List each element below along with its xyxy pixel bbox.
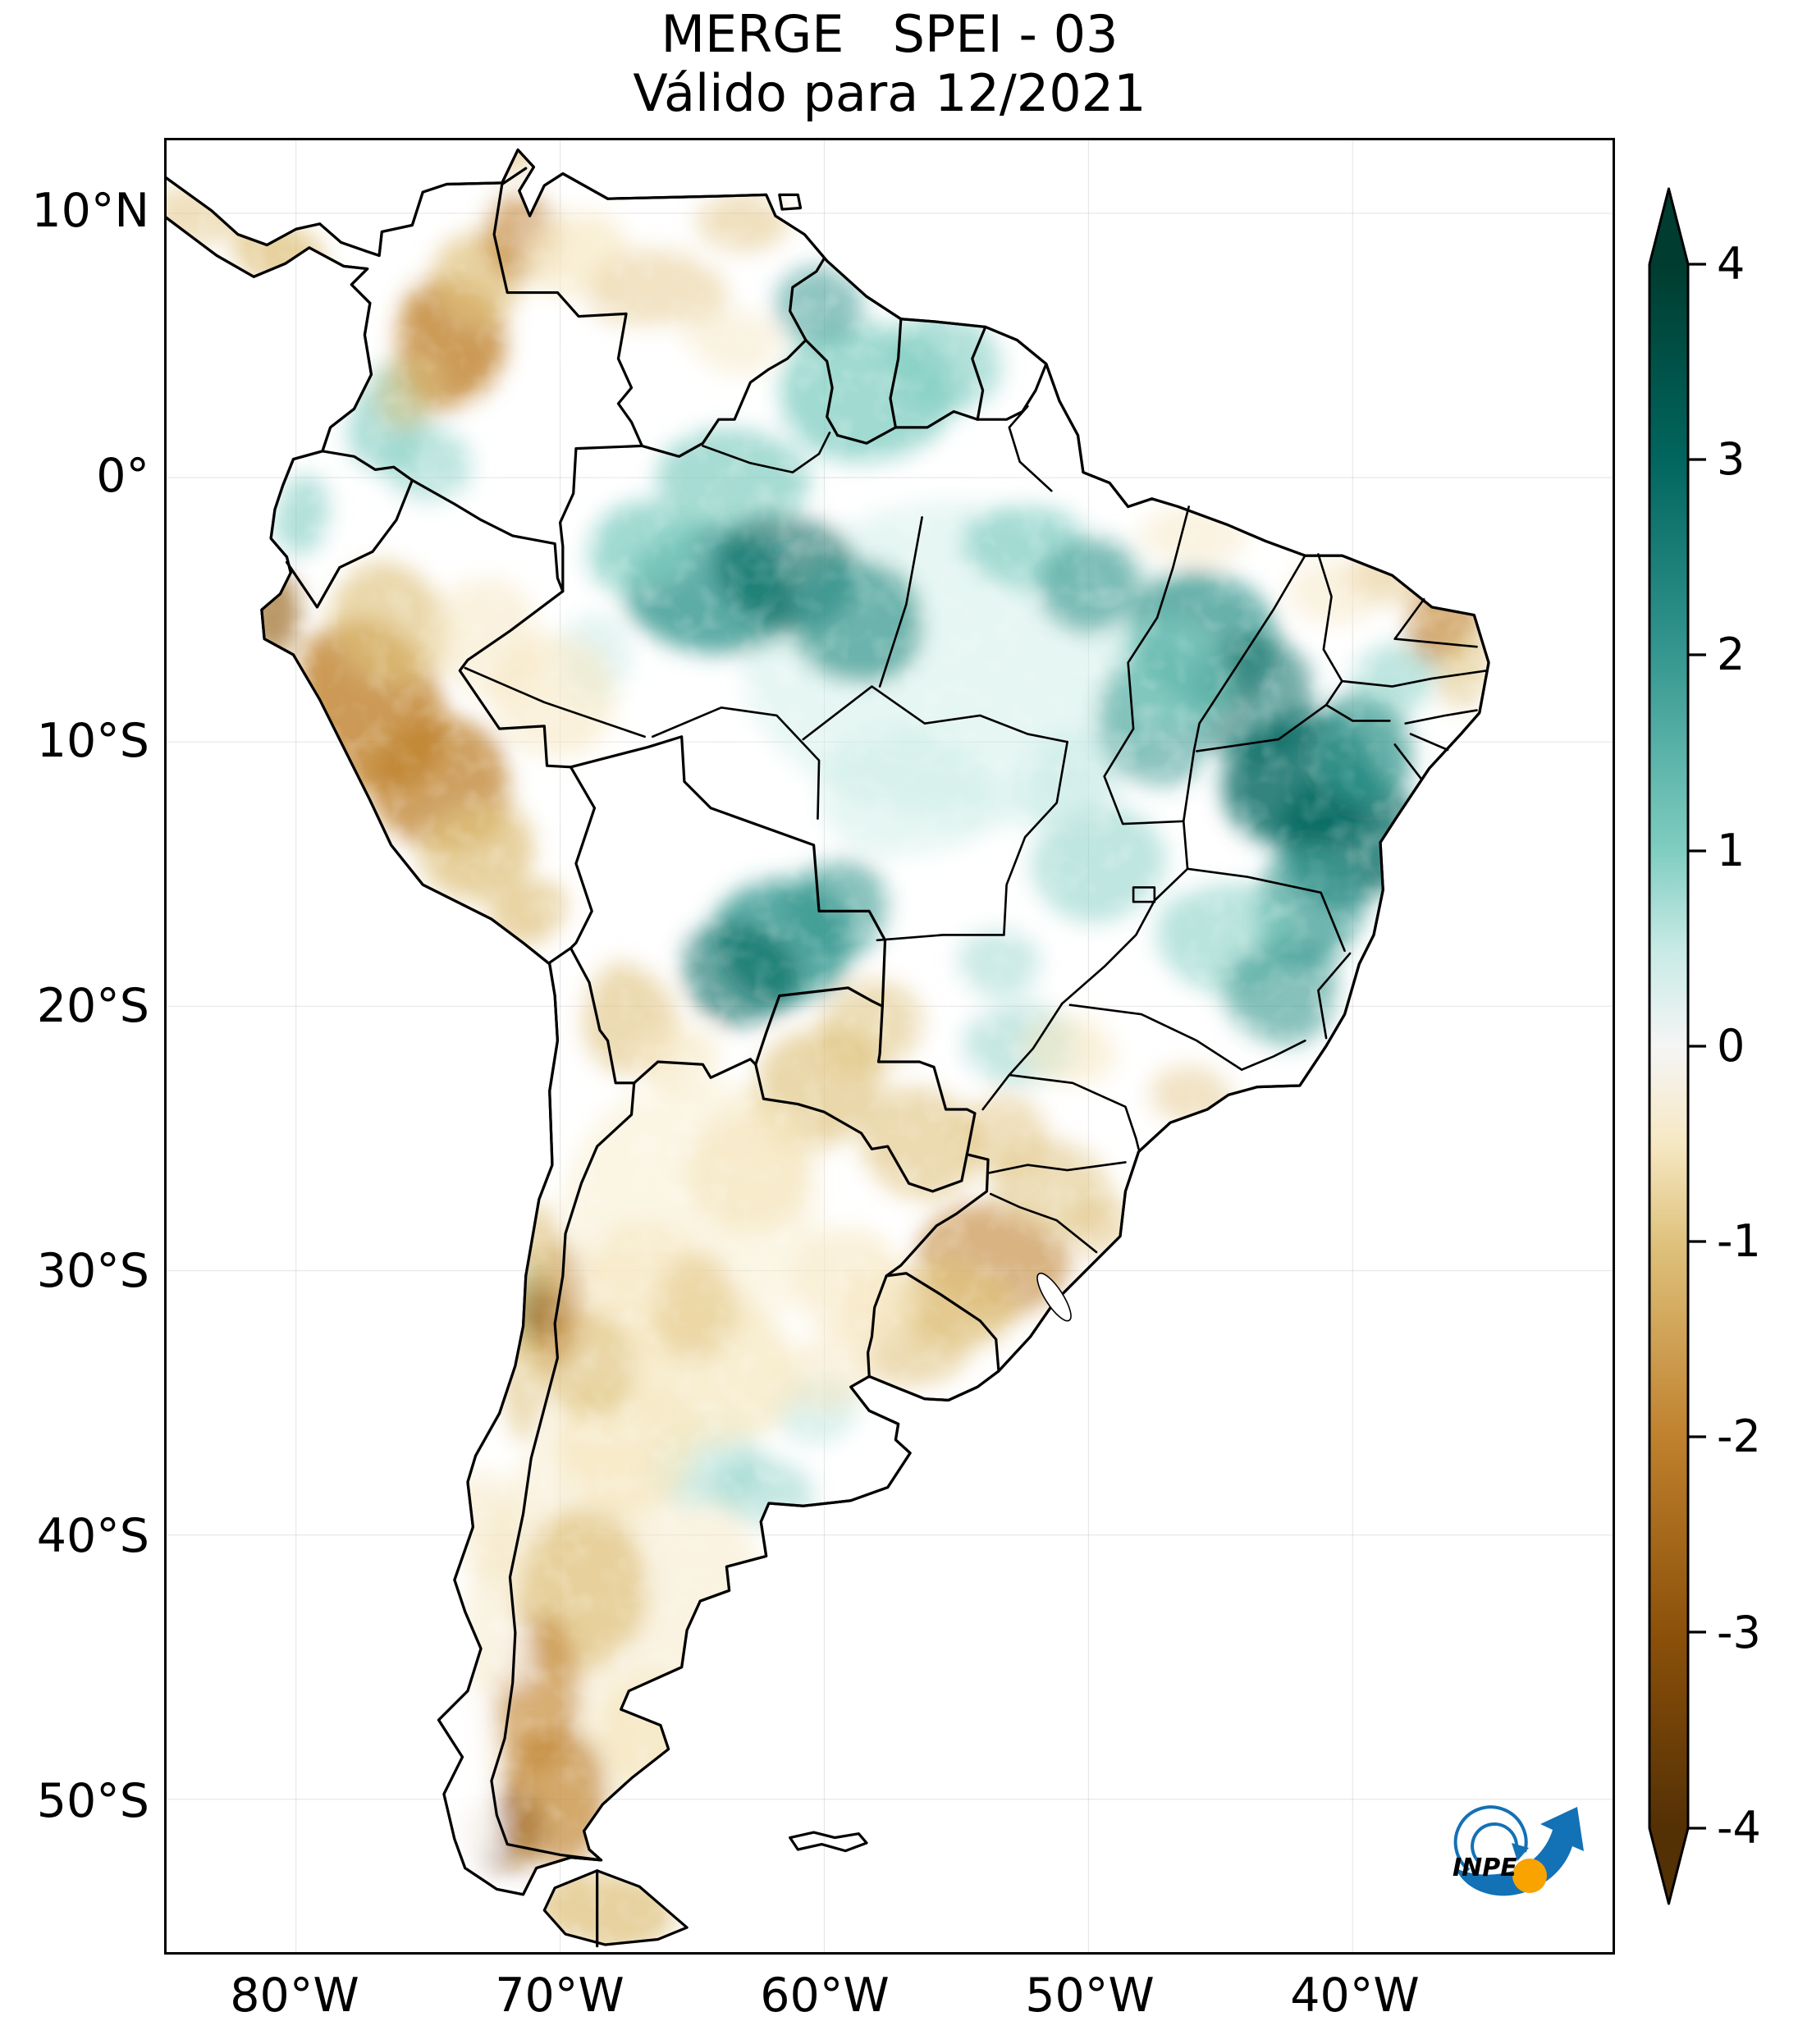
coastline (167, 148, 1490, 1946)
country-borders (285, 167, 1048, 1948)
logo-swoosh-arrow (1456, 1807, 1584, 1896)
logo-orbit-arcs (1453, 1805, 1528, 1872)
y-tick-10s: 10°S (36, 714, 149, 768)
y-tick-30s: 30°S (36, 1244, 149, 1298)
x-tick-60w: 60°W (760, 1969, 890, 2023)
chart-title: MERGE SPEI - 03 (661, 4, 1119, 64)
logo-orange-dot (1512, 1859, 1547, 1893)
colorbar (1648, 187, 1706, 1905)
logo-text: INPE (1453, 1854, 1517, 1882)
y-tick-40s: 40°S (36, 1509, 149, 1563)
spei-field (167, 149, 1489, 1945)
cbar-tick-0: 0 (1717, 1020, 1745, 1072)
y-tick-0: 0° (96, 449, 149, 503)
cbar-tick-4: 4 (1717, 238, 1745, 290)
cbar-tick-m2: -2 (1717, 1411, 1761, 1462)
y-tick-10n: 10°N (31, 184, 149, 238)
state-borders (464, 405, 1489, 1254)
x-tick-40w: 40°W (1290, 1969, 1420, 2023)
x-tick-70w: 70°W (495, 1969, 624, 2023)
x-tick-50w: 50°W (1025, 1969, 1155, 2023)
y-tick-20s: 20°S (36, 979, 149, 1033)
cbar-tick-3: 3 (1717, 433, 1745, 485)
colorbar-gradient-bar (1648, 187, 1690, 1905)
cbar-tick-m1: -1 (1717, 1215, 1761, 1267)
cbar-tick-m4: -4 (1717, 1802, 1761, 1854)
south-america-map (167, 140, 1613, 1952)
chart-subtitle: Válido para 12/2021 (633, 63, 1146, 123)
logo-orbit-arrowhead (1512, 1843, 1529, 1861)
cbar-tick-2: 2 (1717, 629, 1745, 680)
x-tick-80w: 80°W (230, 1969, 359, 2023)
inpe-logo: INPE (1453, 1805, 1584, 1896)
patos-lagoon (1036, 1272, 1072, 1322)
tierra-del-fuego (542, 1869, 689, 1946)
cbar-tick-m3: -3 (1717, 1607, 1761, 1658)
colorbar-ticks (1688, 263, 1706, 1830)
cbar-tick-1: 1 (1717, 825, 1745, 876)
falkland-islands (789, 1831, 868, 1853)
y-tick-50s: 50°S (36, 1774, 149, 1828)
trinidad-island (778, 193, 803, 211)
map-plot-area (164, 138, 1615, 1955)
field-noise-texture (167, 149, 1489, 1945)
